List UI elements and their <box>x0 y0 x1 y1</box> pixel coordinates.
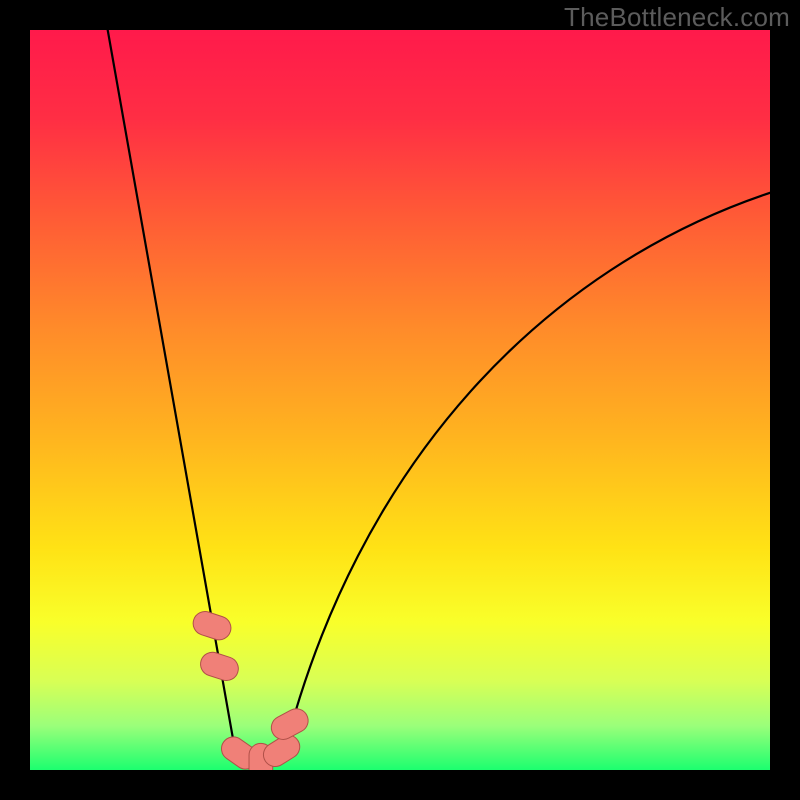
plot-area <box>30 30 770 770</box>
chart-svg <box>30 30 770 770</box>
watermark-text: TheBottleneck.com <box>564 2 790 33</box>
gradient-background <box>30 30 770 770</box>
figure-root: TheBottleneck.com <box>0 0 800 800</box>
